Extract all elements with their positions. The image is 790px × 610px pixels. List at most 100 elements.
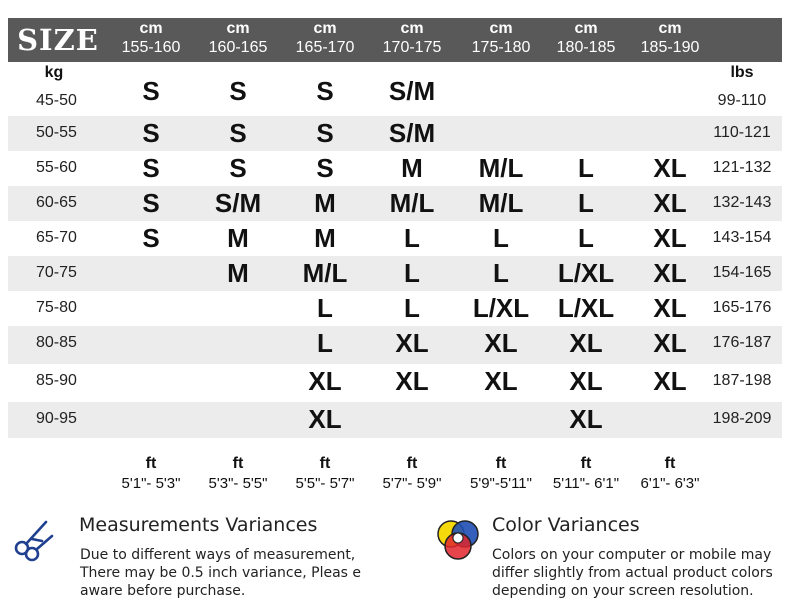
size-cell: S bbox=[142, 188, 160, 218]
ft-unit-label: ft bbox=[406, 455, 418, 472]
size-cell: S bbox=[316, 118, 334, 148]
size-cell: S/M bbox=[214, 188, 262, 218]
size-cell: M/L bbox=[478, 188, 524, 218]
size-row: 80-85 176-187 L XL XL XL XL bbox=[8, 326, 782, 364]
size-row: 45-50 99-110 S S S S/M bbox=[8, 64, 782, 116]
size-cell: L/XL bbox=[557, 293, 615, 323]
height-unit-label: cm bbox=[489, 20, 513, 37]
ft-range-label: 5'3"- 5'5" bbox=[208, 475, 268, 492]
ft-range-label: 5'1"- 5'3" bbox=[121, 475, 181, 492]
size-cell: S/M bbox=[388, 118, 436, 148]
size-cell: L bbox=[317, 293, 333, 323]
scissors-icon bbox=[14, 520, 54, 562]
size-row: 60-65 132-143 S S/M M M/L M/L L XL bbox=[8, 186, 782, 221]
size-cell: XL bbox=[653, 258, 687, 288]
height-column-header: cm 180-185 bbox=[544, 18, 628, 62]
weight-kg-label: 70-75 bbox=[36, 264, 77, 281]
weight-lbs-label: 143-154 bbox=[712, 229, 772, 246]
weight-kg-label: 85-90 bbox=[36, 372, 77, 389]
size-cell: XL bbox=[653, 223, 687, 253]
weight-lbs-label: 154-165 bbox=[712, 264, 772, 281]
height-column-header: cm 185-190 bbox=[628, 18, 712, 62]
weight-kg-label: 75-80 bbox=[36, 299, 77, 316]
size-cell: XL bbox=[653, 328, 687, 358]
size-cell: L bbox=[493, 223, 509, 253]
ft-unit-label: ft bbox=[580, 455, 592, 472]
size-cell: S bbox=[142, 223, 160, 253]
size-row: 90-95 198-209 XL XL bbox=[8, 402, 782, 438]
size-cell: M/L bbox=[478, 153, 524, 183]
size-row: 75-80 165-176 L L L/XL L/XL XL bbox=[8, 291, 782, 326]
height-ft-column: ft 5'9"-5'11" bbox=[453, 454, 549, 494]
height-ft-column: ft 6'1"- 6'3" bbox=[622, 454, 718, 494]
size-cell: L bbox=[404, 223, 420, 253]
measurement-note-text: Due to different ways of measurement, Th… bbox=[80, 547, 362, 599]
weight-lbs-label: 110-121 bbox=[713, 124, 771, 141]
size-cell: XL bbox=[395, 328, 429, 358]
size-cell: XL bbox=[569, 328, 603, 358]
size-cell: L bbox=[578, 188, 594, 218]
size-row: 55-60 121-132 S S S M M/L L XL bbox=[8, 151, 782, 186]
size-row: 65-70 143-154 S M M L L L XL bbox=[8, 221, 782, 256]
weight-lbs-label: 99-110 bbox=[717, 92, 767, 109]
size-cell: XL bbox=[653, 366, 687, 396]
ft-unit-label: ft bbox=[145, 455, 157, 472]
weight-kg-label: 50-55 bbox=[36, 124, 77, 141]
height-column-header: cm 170-175 bbox=[370, 18, 454, 62]
size-cell: M bbox=[314, 188, 336, 218]
size-cell: L bbox=[493, 258, 509, 288]
size-row: 85-90 187-198 XL XL XL XL XL bbox=[8, 364, 782, 402]
height-column-header: cm 165-170 bbox=[283, 18, 367, 62]
height-ft-column: ft 5'5"- 5'7" bbox=[277, 454, 373, 494]
ft-range-label: 6'1"- 6'3" bbox=[640, 475, 700, 492]
height-ft-column: ft 5'1"- 5'3" bbox=[103, 454, 199, 494]
size-cell: M/L bbox=[389, 188, 435, 218]
size-cell: XL bbox=[484, 328, 518, 358]
size-cell: XL bbox=[308, 404, 342, 434]
ft-range-label: 5'9"-5'11" bbox=[470, 475, 532, 492]
color-circles-icon bbox=[437, 520, 479, 560]
height-unit-label: cm bbox=[139, 20, 163, 37]
size-cell: XL bbox=[569, 404, 603, 434]
height-column-header: cm 175-180 bbox=[459, 18, 543, 62]
size-cell: S bbox=[316, 153, 334, 183]
weight-lbs-label: 176-187 bbox=[712, 334, 772, 351]
height-unit-label: cm bbox=[658, 20, 682, 37]
height-range-label: 155-160 bbox=[121, 39, 181, 56]
height-ft-column: ft 5'3"- 5'5" bbox=[190, 454, 286, 494]
weight-kg-label: 45-50 bbox=[36, 92, 77, 109]
ft-unit-label: ft bbox=[319, 455, 331, 472]
ft-unit-label: ft bbox=[232, 455, 244, 472]
weight-kg-label: 80-85 bbox=[36, 334, 77, 351]
size-cell: M bbox=[227, 223, 249, 253]
ft-unit-label: ft bbox=[664, 455, 676, 472]
height-range-label: 160-165 bbox=[208, 39, 268, 56]
height-range-label: 180-185 bbox=[556, 39, 616, 56]
ft-range-label: 5'7"- 5'9" bbox=[382, 475, 442, 492]
size-cell: L bbox=[404, 258, 420, 288]
size-cell: S bbox=[142, 118, 160, 148]
height-range-label: 165-170 bbox=[295, 39, 355, 56]
weight-lbs-label: 121-132 bbox=[712, 159, 772, 176]
size-cell: M bbox=[227, 258, 249, 288]
size-cell: M bbox=[401, 153, 423, 183]
height-unit-label: cm bbox=[574, 20, 598, 37]
size-cell: L bbox=[578, 153, 594, 183]
height-ft-column: ft 5'7"- 5'9" bbox=[364, 454, 460, 494]
size-cell: XL bbox=[653, 188, 687, 218]
size-cell: XL bbox=[395, 366, 429, 396]
weight-lbs-label: 187-198 bbox=[712, 372, 772, 389]
size-cell: S bbox=[229, 76, 247, 106]
ft-range-label: 5'5"- 5'7" bbox=[295, 475, 355, 492]
size-cell: L/XL bbox=[472, 293, 530, 323]
weight-kg-label: 60-65 bbox=[36, 194, 77, 211]
height-unit-label: cm bbox=[313, 20, 337, 37]
height-range-label: 170-175 bbox=[382, 39, 442, 56]
ft-range-label: 5'11"- 6'1" bbox=[552, 475, 620, 492]
size-cell: L bbox=[404, 293, 420, 323]
size-cell: S bbox=[316, 76, 334, 106]
weight-kg-label: 65-70 bbox=[36, 229, 77, 246]
size-row: 50-55 110-121 S S S S/M bbox=[8, 116, 782, 151]
weight-kg-label: 90-95 bbox=[36, 410, 77, 427]
size-cell: M bbox=[314, 223, 336, 253]
